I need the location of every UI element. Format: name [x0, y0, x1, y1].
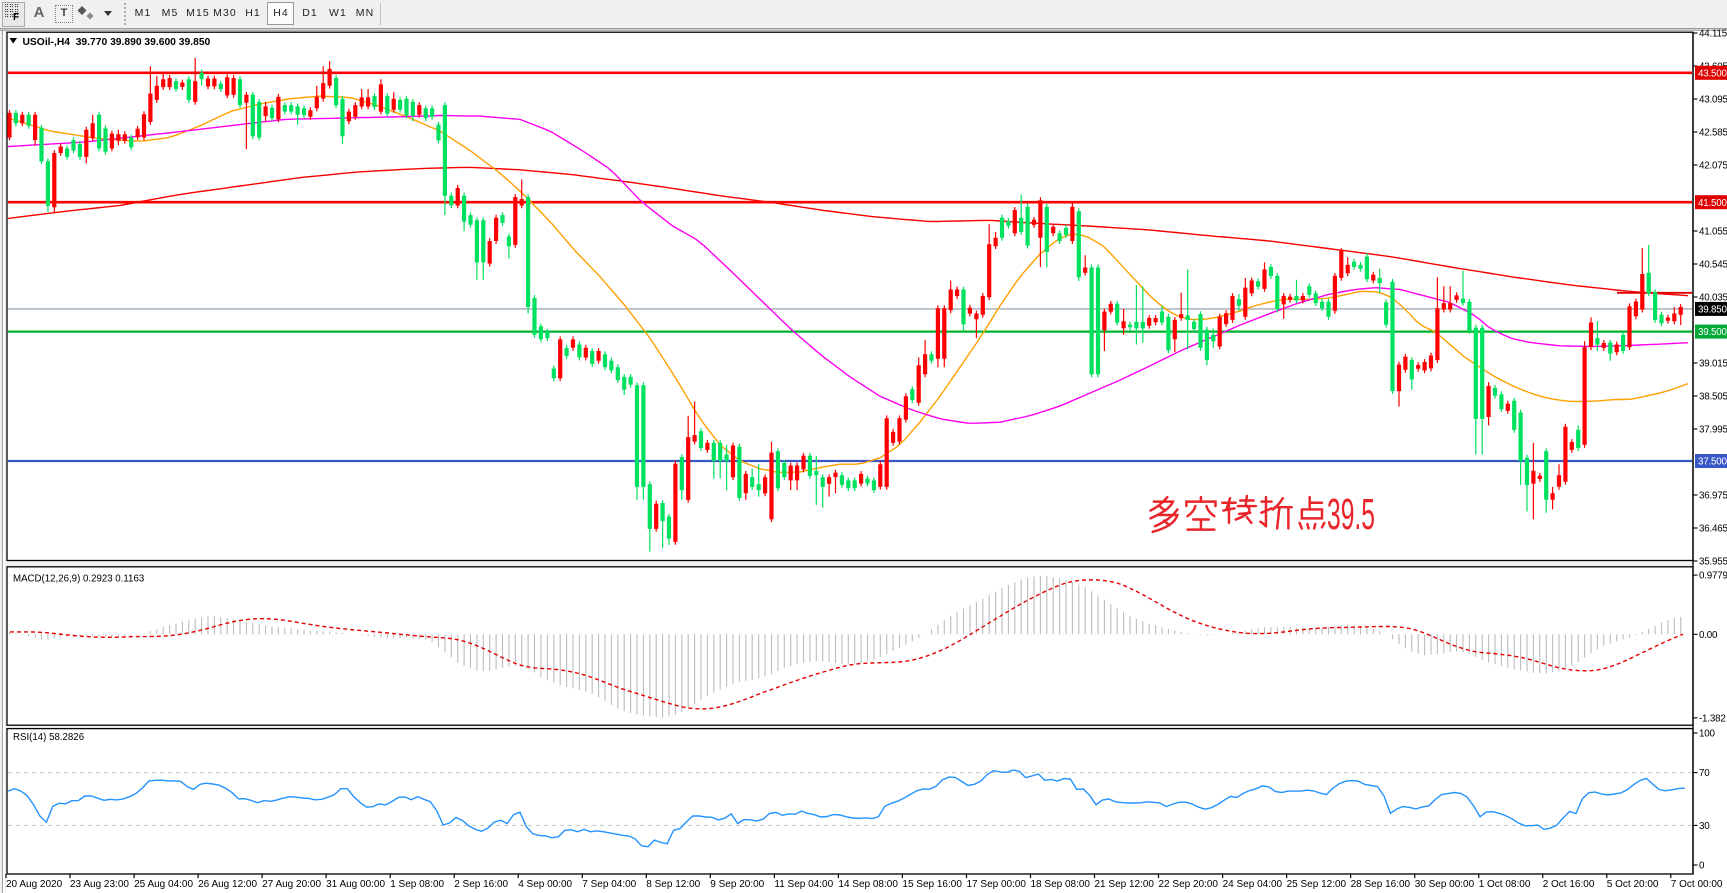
svg-text:37.500: 37.500: [1698, 457, 1727, 468]
svg-text:7 Sep 04:00: 7 Sep 04:00: [582, 879, 636, 890]
svg-text:39.500: 39.500: [1698, 327, 1727, 338]
svg-text:0.00: 0.00: [1699, 630, 1718, 641]
svg-text:21 Sep 12:00: 21 Sep 12:00: [1095, 879, 1155, 890]
svg-text:14 Sep 08:00: 14 Sep 08:00: [838, 879, 898, 890]
svg-text:-1.382: -1.382: [1699, 713, 1726, 724]
svg-text:42.585: 42.585: [1699, 128, 1727, 139]
svg-text:4 Sep 00:00: 4 Sep 00:00: [518, 879, 572, 890]
svg-text:18 Sep 08:00: 18 Sep 08:00: [1031, 879, 1091, 890]
svg-text:42.075: 42.075: [1699, 161, 1727, 172]
svg-text:2 Oct 16:00: 2 Oct 16:00: [1543, 879, 1595, 890]
svg-text:7 Oct 00:00: 7 Oct 00:00: [1671, 879, 1723, 890]
svg-text:15 Sep 16:00: 15 Sep 16:00: [902, 879, 962, 890]
svg-text:1 Oct 08:00: 1 Oct 08:00: [1479, 879, 1531, 890]
svg-text:43.500: 43.500: [1698, 68, 1727, 79]
svg-text:40.035: 40.035: [1699, 293, 1727, 304]
svg-text:17 Sep 00:00: 17 Sep 00:00: [967, 879, 1027, 890]
svg-text:39.850: 39.850: [1698, 305, 1727, 316]
svg-text:11 Sep 04:00: 11 Sep 04:00: [774, 879, 833, 890]
svg-text:0: 0: [1699, 861, 1705, 872]
svg-text:31 Aug 00:00: 31 Aug 00:00: [326, 879, 385, 890]
svg-text:100: 100: [1699, 729, 1715, 740]
svg-text:20 Aug 2020: 20 Aug 2020: [6, 879, 63, 890]
svg-text:24 Sep 04:00: 24 Sep 04:00: [1223, 879, 1283, 890]
svg-text:44.115: 44.115: [1699, 29, 1727, 40]
svg-text:5 Oct 20:00: 5 Oct 20:00: [1607, 879, 1659, 890]
svg-text:25 Aug 04:00: 25 Aug 04:00: [134, 879, 193, 890]
svg-text:41.055: 41.055: [1699, 227, 1727, 238]
svg-text:70: 70: [1699, 768, 1710, 779]
svg-text:22 Sep 20:00: 22 Sep 20:00: [1159, 879, 1219, 890]
svg-text:2 Sep 16:00: 2 Sep 16:00: [454, 879, 508, 890]
svg-text:36.465: 36.465: [1699, 524, 1727, 535]
svg-text:26 Aug 12:00: 26 Aug 12:00: [198, 879, 257, 890]
svg-text:9 Sep 20:00: 9 Sep 20:00: [710, 879, 764, 890]
svg-text:25 Sep 12:00: 25 Sep 12:00: [1287, 879, 1347, 890]
svg-text:38.505: 38.505: [1699, 392, 1727, 403]
svg-text:27 Aug 20:00: 27 Aug 20:00: [262, 879, 321, 890]
svg-text:40.545: 40.545: [1699, 260, 1727, 271]
svg-text:37.995: 37.995: [1699, 425, 1727, 436]
svg-text:30 Sep 00:00: 30 Sep 00:00: [1415, 879, 1475, 890]
svg-text:43.095: 43.095: [1699, 95, 1727, 106]
svg-text:30: 30: [1699, 821, 1710, 832]
svg-text:23 Aug 23:00: 23 Aug 23:00: [70, 879, 129, 890]
svg-text:0.9779: 0.9779: [1699, 571, 1727, 582]
svg-text:36.975: 36.975: [1699, 491, 1727, 502]
svg-text:MACD(12,26,9) 0.2923 0.1163: MACD(12,26,9) 0.2923 0.1163: [13, 574, 144, 585]
svg-text:RSI(14) 58.2826: RSI(14) 58.2826: [13, 732, 84, 743]
svg-text:35.955: 35.955: [1699, 557, 1727, 568]
svg-text:39.015: 39.015: [1699, 359, 1727, 370]
svg-text:39.5: 39.5: [1327, 490, 1375, 539]
svg-text:41.500: 41.500: [1698, 198, 1727, 209]
svg-text:8 Sep 12:00: 8 Sep 12:00: [646, 879, 700, 890]
svg-text:1 Sep 08:00: 1 Sep 08:00: [390, 879, 444, 890]
svg-text:28 Sep 16:00: 28 Sep 16:00: [1351, 879, 1411, 890]
svg-text:USOil-,H4 39.770 39.890 39.60: USOil-,H4 39.770 39.890 39.600 39.850: [23, 37, 211, 48]
